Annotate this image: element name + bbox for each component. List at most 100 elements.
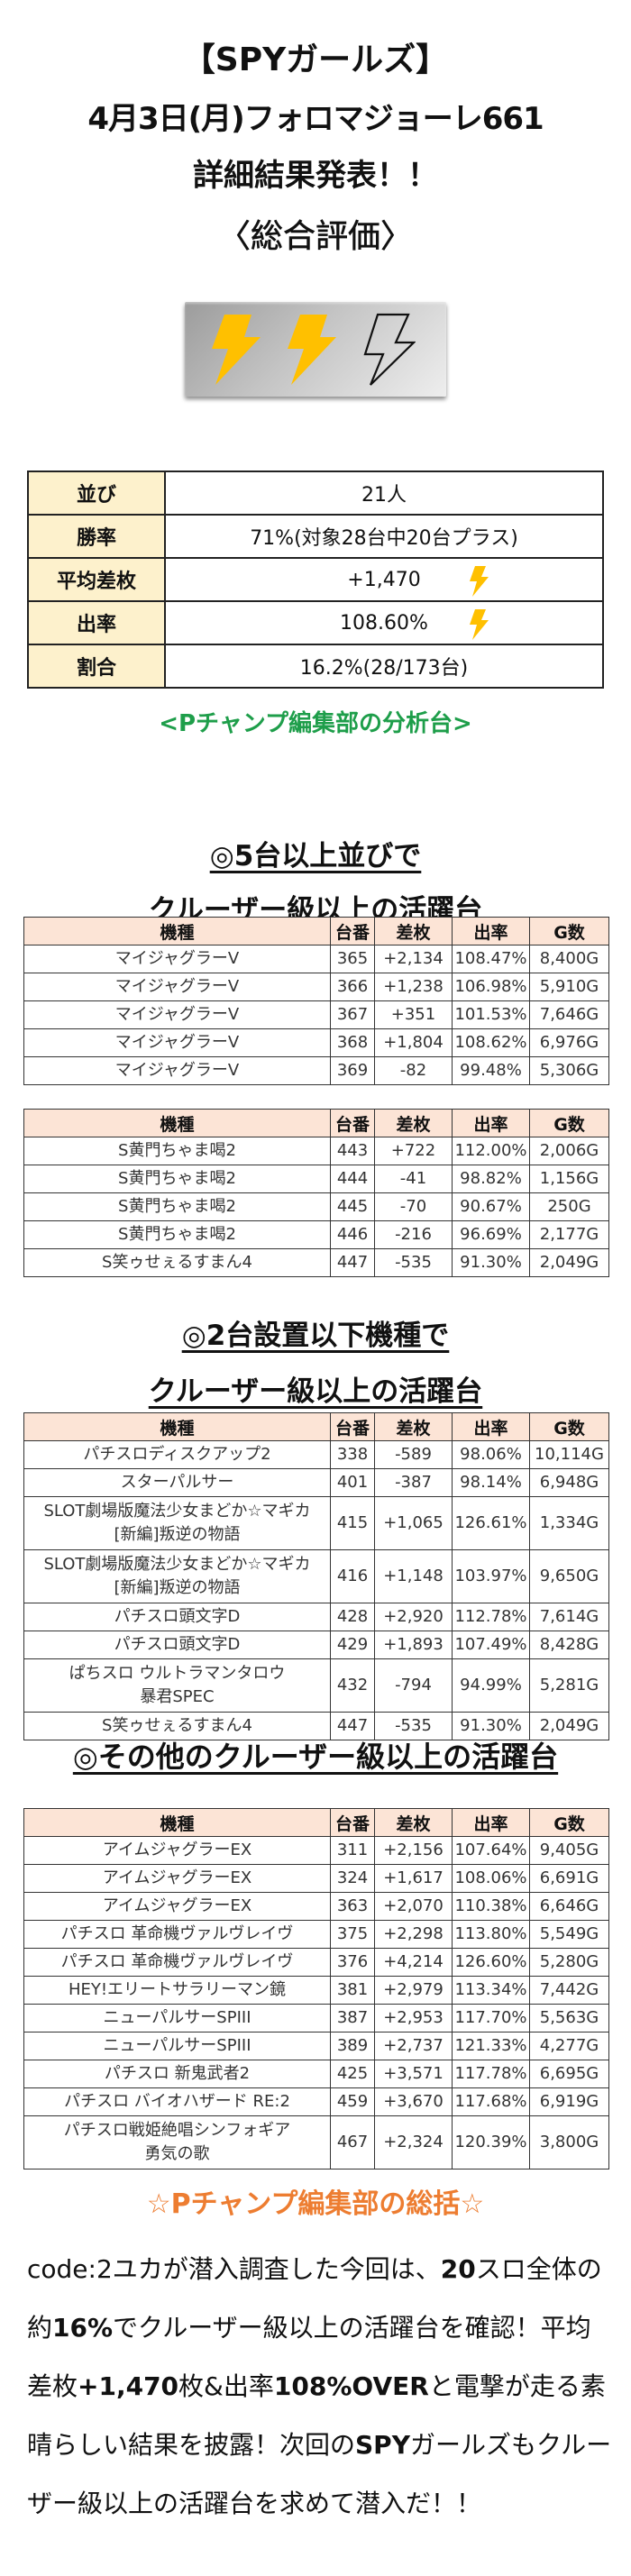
cell-value: 1,334G (529, 1496, 609, 1550)
machine-name: アイムジャグラーEX (23, 1864, 331, 1893)
cell-value: 106.98% (452, 973, 530, 1001)
cell-value: +2,070 (374, 1892, 453, 1921)
table-row: マイジャグラーV 367 +351 101.53% 7,646G (23, 1000, 609, 1029)
cell-value: 107.64% (452, 1836, 530, 1865)
cell-value: 467 (330, 2115, 375, 2170)
table-row: パチスロディスクアップ2 338 -589 98.06% 10,114G (23, 1440, 609, 1469)
cell-value: 5,281G (529, 1658, 609, 1713)
cell-value: 98.14% (452, 1468, 530, 1497)
cell-value: -216 (374, 1220, 453, 1249)
cell-value: 389 (330, 2032, 375, 2060)
cell-value: 113.34% (452, 1976, 530, 2005)
summary-text-segment: 枚&出率 (178, 2371, 274, 2401)
column-header: 機種 (23, 1412, 331, 1441)
cell-value: 387 (330, 2004, 375, 2032)
cell-value: 428 (330, 1603, 375, 1631)
table-row: マイジャグラーV 369 -82 99.48% 5,306G (23, 1056, 609, 1085)
machine-name: マイジャグラーV (23, 1000, 331, 1029)
table-row: アイムジャグラーEX 363 +2,070 110.38% 6,646G (23, 1892, 609, 1921)
machine-name: アイムジャグラーEX (23, 1892, 331, 1921)
section2-heading-line2: クルーザー級以上の活躍台 (148, 1375, 483, 1408)
machine-name: ニューパルサーSPIII (23, 2004, 331, 2032)
cell-value: +3,670 (374, 2087, 453, 2116)
table-row: パチスロ頭文字D 429 +1,893 107.49% 8,428G (23, 1631, 609, 1659)
cell-value: 9,405G (529, 1836, 609, 1865)
cell-value: 113.80% (452, 1920, 530, 1949)
cell-value: 363 (330, 1892, 375, 1921)
table-row: アイムジャグラーEX 311 +2,156 107.64% 9,405G (23, 1836, 609, 1865)
cell-value: +2,920 (374, 1603, 453, 1631)
summary-text-segment: スロ全体の約 (27, 2254, 602, 2343)
machine-name: S黄門ちゃま喝2 (23, 1192, 331, 1221)
summary-text-segment: ガールズもクルーザー級以上の活躍台を求めて潜入だ！！ (27, 2430, 612, 2518)
machine-name: スターパルサー (23, 1468, 331, 1497)
column-header: 出率 (452, 1412, 530, 1441)
cell-value: +1,148 (374, 1549, 453, 1603)
cell-value: 369 (330, 1056, 375, 1085)
cell-value: +2,979 (374, 1976, 453, 2005)
machine-name: SLOT劇場版魔法少女まどか☆マギカ [新編]叛逆の物語 (23, 1549, 331, 1603)
summary-row: 勝率 71%(対象28台中20台プラス) (27, 514, 604, 559)
machine-name: マイジャグラーV (23, 1056, 331, 1085)
cell-value: +1,804 (374, 1028, 453, 1057)
lightning-bolt-outline-icon (363, 313, 416, 386)
section3-table: 機種 台番 差枚 出率 G数 アイムジャグラーEX 311 +2,156 107.64% 9,40… (23, 1808, 609, 2170)
cell-value: -589 (374, 1440, 453, 1469)
table-row: マイジャグラーV 366 +1,238 106.98% 5,910G (23, 973, 609, 1001)
cell-value: +1,617 (374, 1864, 453, 1893)
machine-name: S黄門ちゃま喝2 (23, 1137, 331, 1165)
rating-heading: 〈総合評価〉 (217, 218, 414, 256)
page-title: 【SPYガールズ】 (182, 41, 449, 78)
table-row: HEY!エリートサラリーマン鏡 381 +2,979 113.34% 7,442G (23, 1976, 609, 2005)
cell-value: 324 (330, 1864, 375, 1893)
cell-value: +1,893 (374, 1631, 453, 1659)
summary-row: 割合 16.2%(28/173台) (27, 644, 604, 689)
summary-label: 勝率 (27, 514, 166, 559)
summary-text-segment: でクルーザー級以上の活躍台を確認！平均差枚 (27, 2313, 591, 2401)
cell-value: +722 (374, 1137, 453, 1165)
lightning-bolt-filled-icon (288, 315, 336, 385)
summary-text-segment: 108%OVER (273, 2371, 429, 2401)
summary-text-segment: と電撃が走る素晴らしい結果を披露！次回の (27, 2371, 606, 2460)
column-header: G数 (529, 1109, 609, 1137)
cell-value: 94.99% (452, 1658, 530, 1713)
section1-heading-line1: ◎5台以上並びで (209, 840, 422, 872)
cell-value: -41 (374, 1165, 453, 1193)
cell-value: 6,948G (529, 1468, 609, 1497)
cell-value: 425 (330, 2060, 375, 2088)
table-row: ぱちスロ ウルトラマンタロウ 暴君SPEC 432 -794 94.99% 5,281G (23, 1658, 609, 1713)
table-row: S黄門ちゃま喝2 445 -70 90.67% 250G (23, 1192, 609, 1221)
cell-value: 90.67% (452, 1192, 530, 1221)
column-header: 出率 (452, 917, 530, 945)
column-header: 機種 (23, 1109, 331, 1137)
section1-table-a: 機種 台番 差枚 出率 G数 マイジャグラーV 365 +2,134 108.47% 8,400G… (23, 917, 609, 1085)
cell-value: 416 (330, 1549, 375, 1603)
summary-text-segment: 16% (52, 2313, 114, 2343)
machine-name: S黄門ちゃま喝2 (23, 1165, 331, 1193)
cell-value: 459 (330, 2087, 375, 2116)
cell-value: 117.78% (452, 2060, 530, 2088)
cell-value: 96.69% (452, 1220, 530, 1249)
editorial-summary-text: code:2ユカが潜入調査した今回は、20スロ全体の約16%でクルーザー級以上の… (27, 2240, 613, 2533)
summary-value: 16.2%(28/173台) (164, 644, 604, 689)
machine-name: パチスロ バイオハザード RE:2 (23, 2087, 331, 2116)
cell-value: 381 (330, 1976, 375, 2005)
machine-name: S黄門ちゃま喝2 (23, 1220, 331, 1249)
lightning-bolt-filled-icon (212, 315, 261, 385)
cell-value: 91.30% (452, 1248, 530, 1277)
cell-value: 117.68% (452, 2087, 530, 2116)
cell-value: 447 (330, 1712, 375, 1740)
cell-value: 101.53% (452, 1000, 530, 1029)
cell-value: 108.62% (452, 1028, 530, 1057)
machine-name: S笑ゥせぇるすまん4 (23, 1712, 331, 1740)
cell-value: 10,114G (529, 1440, 609, 1469)
machine-name: マイジャグラーV (23, 945, 331, 973)
cell-value: 91.30% (452, 1712, 530, 1740)
column-header: 差枚 (374, 1808, 453, 1837)
cell-value: 6,919G (529, 2087, 609, 2116)
cell-value: 7,646G (529, 1000, 609, 1029)
section2-heading-line1: ◎2台設置以下機種で (181, 1320, 450, 1352)
cell-value: 8,400G (529, 945, 609, 973)
cell-value: 338 (330, 1440, 375, 1469)
machine-name: パチスロディスクアップ2 (23, 1440, 331, 1469)
